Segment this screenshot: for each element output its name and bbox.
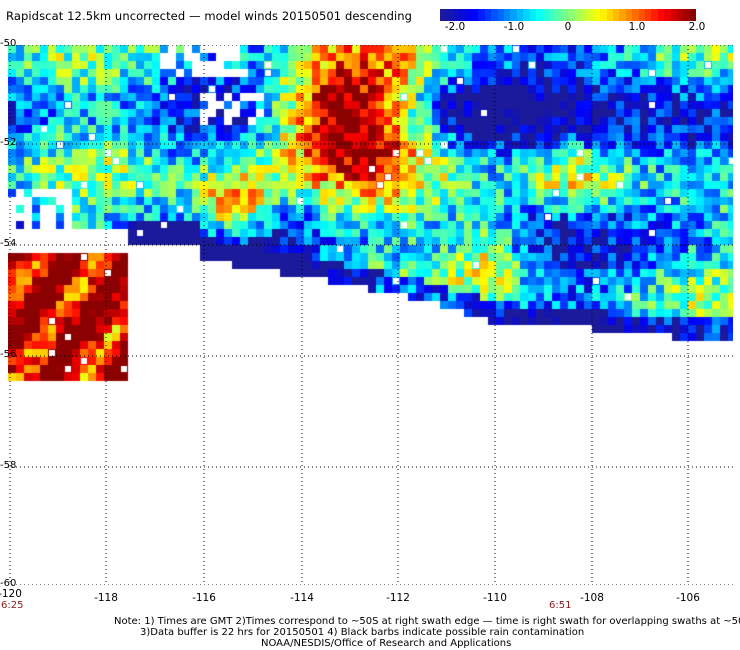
wind-difference-map xyxy=(8,45,733,585)
colorbar-segment xyxy=(542,9,549,21)
lon-label-118: -118 xyxy=(94,592,118,604)
lat-label-56: -56 xyxy=(0,349,17,360)
lon-label-110: -110 xyxy=(483,592,507,604)
colorbar-segment xyxy=(536,9,543,21)
lon-label-112: -112 xyxy=(386,592,410,604)
wind-data-field xyxy=(8,45,733,585)
colorbar-segment xyxy=(638,9,645,21)
colorbar-segment xyxy=(625,9,633,21)
colorbar-segment xyxy=(478,9,485,21)
lon-label-114: -114 xyxy=(290,592,314,604)
colorbar-segment xyxy=(555,9,562,21)
colorbar-label-zero: 0 xyxy=(564,21,572,33)
colorbar-label-min: -2.0 xyxy=(444,21,466,33)
colorbar-segment xyxy=(446,9,453,21)
colorbar-label-max: 2.0 xyxy=(688,21,706,33)
colorbar-segment xyxy=(619,9,626,21)
lon-label-106: -106 xyxy=(676,592,700,604)
colorbar-segment xyxy=(632,9,639,21)
footnote-credit: NOAA/NESDIS/Office of Research and Appli… xyxy=(261,638,512,649)
lat-label-58: -58 xyxy=(0,460,17,471)
colorbar-segment xyxy=(587,9,594,21)
colorbar-segment xyxy=(472,9,479,21)
colorbar-segment xyxy=(612,9,620,21)
colorbar-segment xyxy=(689,9,697,21)
colorbar-segment xyxy=(651,9,658,21)
colorbar-segment xyxy=(440,9,447,21)
colorbar-segment xyxy=(600,9,607,21)
colorbar-segment xyxy=(677,9,684,21)
lon-label-108: -108 xyxy=(580,592,604,604)
colorbar-segment xyxy=(568,9,575,21)
footnote-line-1: Note: 1) Times are GMT 2)Times correspon… xyxy=(114,616,740,627)
colorbar xyxy=(440,9,697,21)
colorbar-segment xyxy=(523,9,530,21)
lat-label-52: -52 xyxy=(0,137,17,148)
colorbar-segment xyxy=(645,9,652,21)
map-title: Rapidscat 12.5km uncorrected — model win… xyxy=(6,9,413,23)
colorbar-label-pos1: 1.0 xyxy=(628,21,646,33)
colorbar-segment xyxy=(548,9,556,21)
colorbar-segment xyxy=(529,9,537,21)
colorbar-segment xyxy=(497,9,505,21)
colorbar-segment xyxy=(670,9,678,21)
colorbar-segment xyxy=(465,9,473,21)
colorbar-segment xyxy=(664,9,671,21)
colorbar-segment xyxy=(593,9,601,21)
lat-lon-grid xyxy=(8,45,733,585)
colorbar-segment xyxy=(561,9,569,21)
lon-label-116: -116 xyxy=(192,592,216,604)
colorbar-segment xyxy=(510,9,517,21)
colorbar-segment xyxy=(504,9,511,21)
lon-label-120: -120 xyxy=(0,588,22,600)
colorbar-segment xyxy=(459,9,466,21)
colorbar-segment xyxy=(683,9,690,21)
colorbar-label-neg1: -1.0 xyxy=(503,21,525,33)
colorbar-segment xyxy=(484,9,492,21)
colorbar-segment xyxy=(580,9,588,21)
colorbar-segment xyxy=(516,9,524,21)
time-label-left: 6:25 xyxy=(1,600,24,611)
lat-label-60: -60 xyxy=(0,578,17,589)
lat-label-54: -54 xyxy=(0,238,17,249)
colorbar-segment xyxy=(574,9,581,21)
colorbar-segment xyxy=(657,9,665,21)
lat-label-50: -50 xyxy=(0,38,17,49)
colorbar-segment xyxy=(606,9,613,21)
colorbar-segment xyxy=(452,9,460,21)
colorbar-segment xyxy=(491,9,498,21)
footnote-line-2: 3)Data buffer is 22 hrs for 20150501 4) … xyxy=(140,627,585,638)
time-label-right: 6:51 xyxy=(549,600,572,611)
